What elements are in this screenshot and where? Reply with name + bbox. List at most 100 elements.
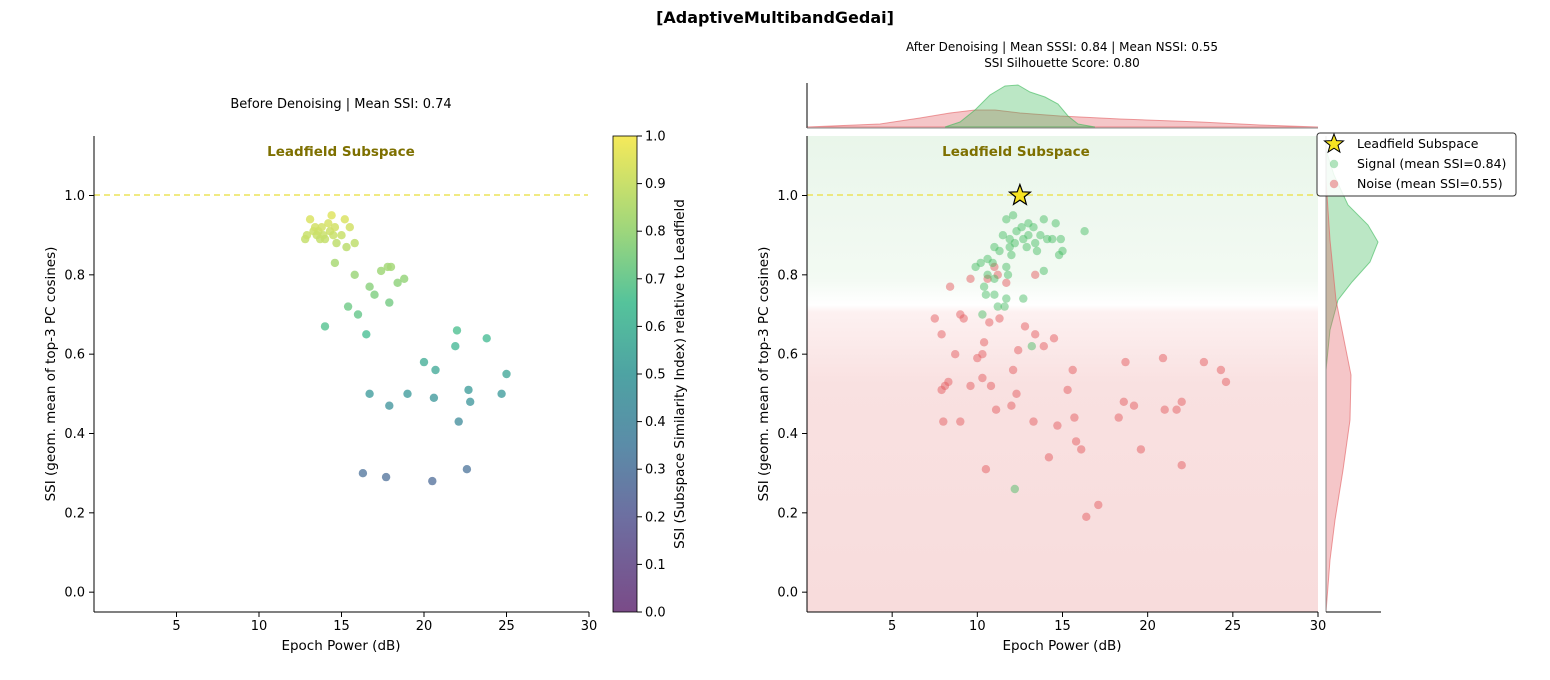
before-point [419,357,429,367]
x-axis-label-after: Epoch Power (dB) [1002,638,1121,654]
colorbar-tick-label: 0.6 [645,320,666,335]
panel-before-title: Before Denoising | Mean SSI: 0.74 [230,97,451,112]
signal-point [1002,215,1011,224]
before-point [358,469,368,478]
noise-point [983,274,992,283]
noise-point [1082,512,1091,521]
colorbar-gradient [613,136,637,612]
y-tick-label-before: 0.4 [64,427,85,442]
x-tick-label-after: 20 [1139,619,1156,634]
before-point [466,397,475,406]
legend-label-leadfield: Leadfield Subspace [1357,136,1479,151]
noise-point [945,282,955,291]
leadfield-star-marker [1007,182,1033,206]
noise-point [1070,413,1079,422]
y-ticks-before: 0.0 0.2 0.4 0.6 0.8 1.0 [64,189,94,601]
legend-signal-dot [1329,159,1339,169]
colorbar: 0.0 0.1 0.2 0.3 0.4 0.5 0.6 0.7 0.8 0.9 1.0 SSI (S… [612,130,688,621]
noise-point [1049,334,1059,343]
x-ticks-before: 5 10 15 20 25 30 [172,612,597,634]
signal-point [1019,294,1028,303]
before-point [385,401,394,410]
noise-point [1039,342,1049,351]
panel-after: After Denoising | Mean SSSI: 0.84 | Mean… [756,40,1517,654]
noise-point [1136,445,1146,454]
signal-point [993,302,1002,311]
before-point [345,223,354,232]
y-tick-label-after: 1.0 [777,189,798,204]
before-point [451,342,460,351]
noise-point [1121,357,1130,367]
before-point [350,270,359,279]
noise-point [956,417,965,426]
leadfield-annotation-before: Leadfield Subspace [267,144,415,160]
signal-point [1002,262,1011,272]
noise-point [1129,401,1139,410]
colorbar-tick-label: 0.4 [645,415,666,430]
y-tick-label-after: 0.4 [777,427,798,442]
y-tick-label-after: 0.6 [777,348,798,363]
signal-point [976,258,985,268]
before-point [327,211,336,220]
noise-point [1221,377,1231,387]
noise-point [1044,453,1054,462]
top-marginal-kde [806,83,1319,129]
signal-point [990,290,999,299]
noise-point [1020,322,1030,331]
signal-point [1002,294,1011,303]
before-point [502,369,511,379]
signal-point [998,231,1008,240]
before-point [350,238,359,248]
noise-point [1160,405,1169,414]
before-point [385,298,394,307]
signal-point [1027,342,1037,351]
colorbar-tick-label: 0.8 [645,225,666,240]
noise-point [978,373,987,383]
before-point [428,476,437,486]
y-tick-label-before: 0.8 [64,268,85,283]
noise-point [1172,405,1181,414]
signal-point [1054,250,1064,260]
before-point [452,326,462,335]
signal-point [988,258,997,268]
noise-point [1063,385,1072,395]
signal-point [1005,234,1014,244]
before-point [342,242,351,252]
x-ticks-after: 5 10 15 20 25 30 [888,612,1326,634]
panel-after-subtitle: SSI Silhouette Score: 0.80 [984,56,1140,70]
legend-noise-dot [1329,179,1339,189]
signal-point [978,310,987,319]
axes-spines-before [93,136,589,613]
noise-point [1007,401,1016,410]
before-point [429,393,439,402]
noise-point [990,262,999,272]
colorbar-tick-label: 0.1 [645,558,666,573]
signal-point [1012,227,1021,236]
x-tick-label-before: 30 [581,619,598,634]
before-point [330,258,340,268]
noise-point [978,350,987,359]
noise-point [1068,365,1077,375]
x-tick-label-before: 25 [498,619,515,634]
signal-point [990,274,999,283]
legend-label-signal: Signal (mean SSI=0.84) [1357,156,1506,171]
colorbar-tick-label: 0.9 [645,177,666,192]
signal-point [1019,234,1028,244]
before-scatter-points [301,211,511,486]
noise-point [1012,389,1021,398]
before-point [482,334,491,343]
colorbar-ticks: 0.0 0.1 0.2 0.3 0.4 0.5 0.6 0.7 0.8 0.9 1.0 [637,130,666,621]
kde-top-noise [806,109,1319,128]
noise-point [937,330,946,339]
before-point [362,330,371,339]
y-axis-label-after: SSI (geom. mean of top-3 PC cosines) [756,247,772,502]
noise-point [1119,397,1129,406]
legend-star-icon [1323,132,1345,154]
leadfield-annotation-after: Leadfield Subspace [942,144,1090,160]
noise-point [1031,270,1040,279]
noise-point [986,381,996,391]
x-tick-label-after: 5 [888,619,896,634]
colorbar-label: SSI (Subspace Similarity Index) relative… [672,199,688,549]
before-point [365,282,374,291]
signal-point [983,254,992,264]
